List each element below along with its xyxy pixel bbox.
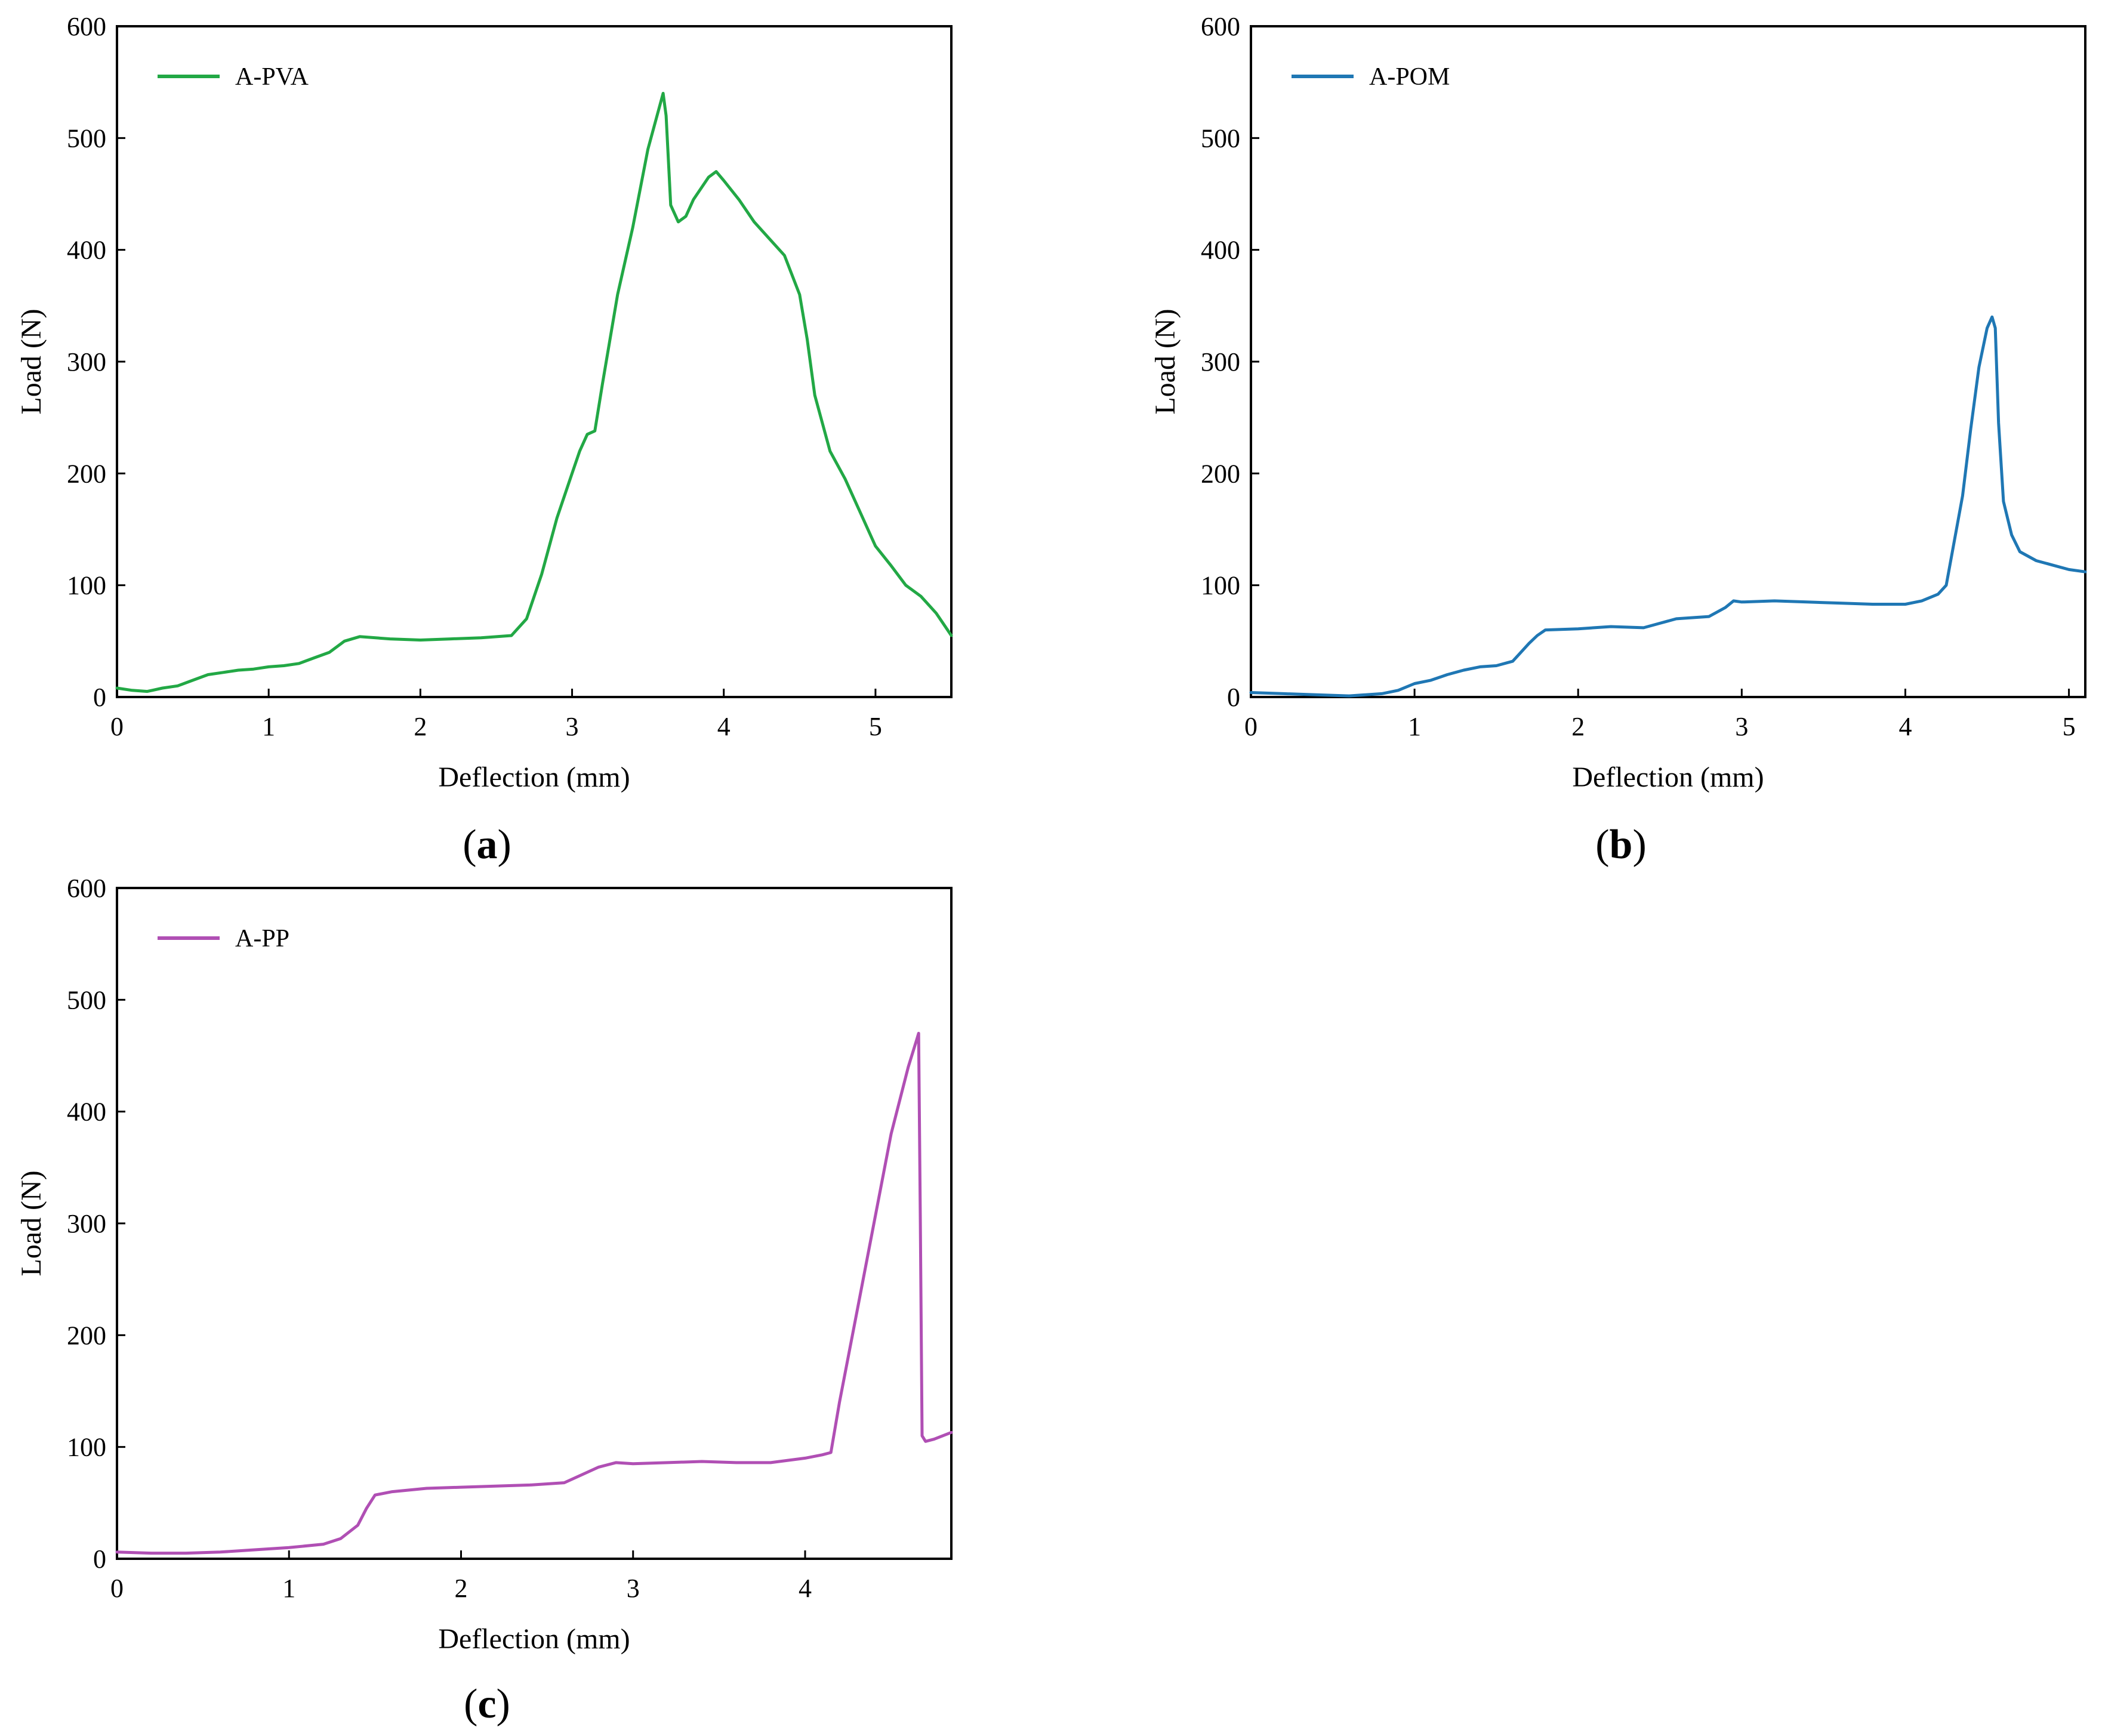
x-tick-label: 2 [1571,712,1585,741]
x-tick-label: 0 [110,712,124,741]
x-tick-label: 4 [799,1574,812,1603]
panel-label-close-paren: ) [1632,822,1646,868]
panel-label-close-paren: ) [498,822,511,868]
x-axis-title: Deflection (mm) [1572,761,1764,793]
legend-label: A-PVA [235,63,309,91]
legend-label: A-POM [1369,63,1450,91]
y-tick-label: 600 [67,874,106,903]
chart-panel-b: 0 1 2 3 4 5 0 100 200 300 400 500 600 Deflection (mm)… [1149,12,2087,868]
x-tick-label: 5 [2063,712,2076,741]
x-tick-label: 1 [262,712,275,741]
panel-label: (a) [463,822,511,868]
y-tick-label: 200 [67,459,106,488]
panel-label: (b) [1595,822,1647,868]
series-line-a-pva [115,91,953,693]
x-tick-label: 3 [627,1574,640,1603]
y-tick-label: 0 [93,683,106,712]
x-tick-label: 1 [1408,712,1421,741]
y-tick-label: 400 [67,1097,106,1127]
x-tick-label: 4 [1898,712,1912,741]
series-line-a-pom [1249,315,2087,698]
panel-label: (c) [464,1681,510,1727]
y-tick-label: 600 [67,12,106,41]
x-tick-label: 1 [282,1574,295,1603]
y-tick-label: 100 [67,571,106,600]
y-tick-label: 300 [1201,347,1240,377]
legend-label: A-PP [235,925,289,952]
y-tick-label: 200 [67,1321,106,1350]
x-axis-title: Deflection (mm) [438,761,630,793]
panel-label-open-paren: ( [463,822,476,868]
y-tick-label: 600 [1201,12,1240,41]
panel-label-open-paren: ( [464,1681,477,1727]
y-tick-label: 300 [67,347,106,377]
x-tick-label: 2 [454,1574,467,1603]
y-tick-label: 500 [1201,124,1240,153]
y-axis-title: Load (N) [1149,309,1181,414]
series-line-a-pp [115,1032,953,1555]
y-tick-label: 500 [67,985,106,1015]
x-tick-label: 0 [110,1574,124,1603]
panel-label-letter: a [477,822,498,868]
x-tick-label: 2 [414,712,427,741]
chart-panel-a: 0 1 2 3 4 5 0 100 200 300 400 500 600 Deflection (mm)… [16,12,953,868]
panel-label-close-paren: ) [497,1681,510,1727]
y-tick-label: 200 [1201,459,1240,488]
y-tick-label: 100 [67,1433,106,1462]
x-tick-label: 0 [1244,712,1257,741]
x-tick-label: 4 [717,712,731,741]
y-tick-label: 400 [67,236,106,265]
chart-panel-c: 0 1 2 3 4 0 100 200 300 400 500 600 Deflection (mm) L… [16,874,953,1727]
x-axis-title: Deflection (mm) [438,1623,630,1655]
y-tick-label: 100 [1201,571,1240,600]
panel-label-letter: b [1610,822,1633,868]
y-tick-label: 0 [1227,683,1240,712]
x-tick-label: 3 [566,712,579,741]
panel-label-open-paren: ( [1595,822,1609,868]
y-tick-label: 0 [93,1544,106,1574]
y-tick-label: 500 [67,124,106,153]
x-tick-label: 3 [1735,712,1748,741]
panel-label-letter: c [477,1681,496,1727]
y-tick-label: 400 [1201,236,1240,265]
y-axis-title: Load (N) [16,309,47,414]
x-tick-label: 5 [869,712,882,741]
y-tick-label: 300 [67,1209,106,1238]
y-axis-title: Load (N) [16,1170,47,1276]
